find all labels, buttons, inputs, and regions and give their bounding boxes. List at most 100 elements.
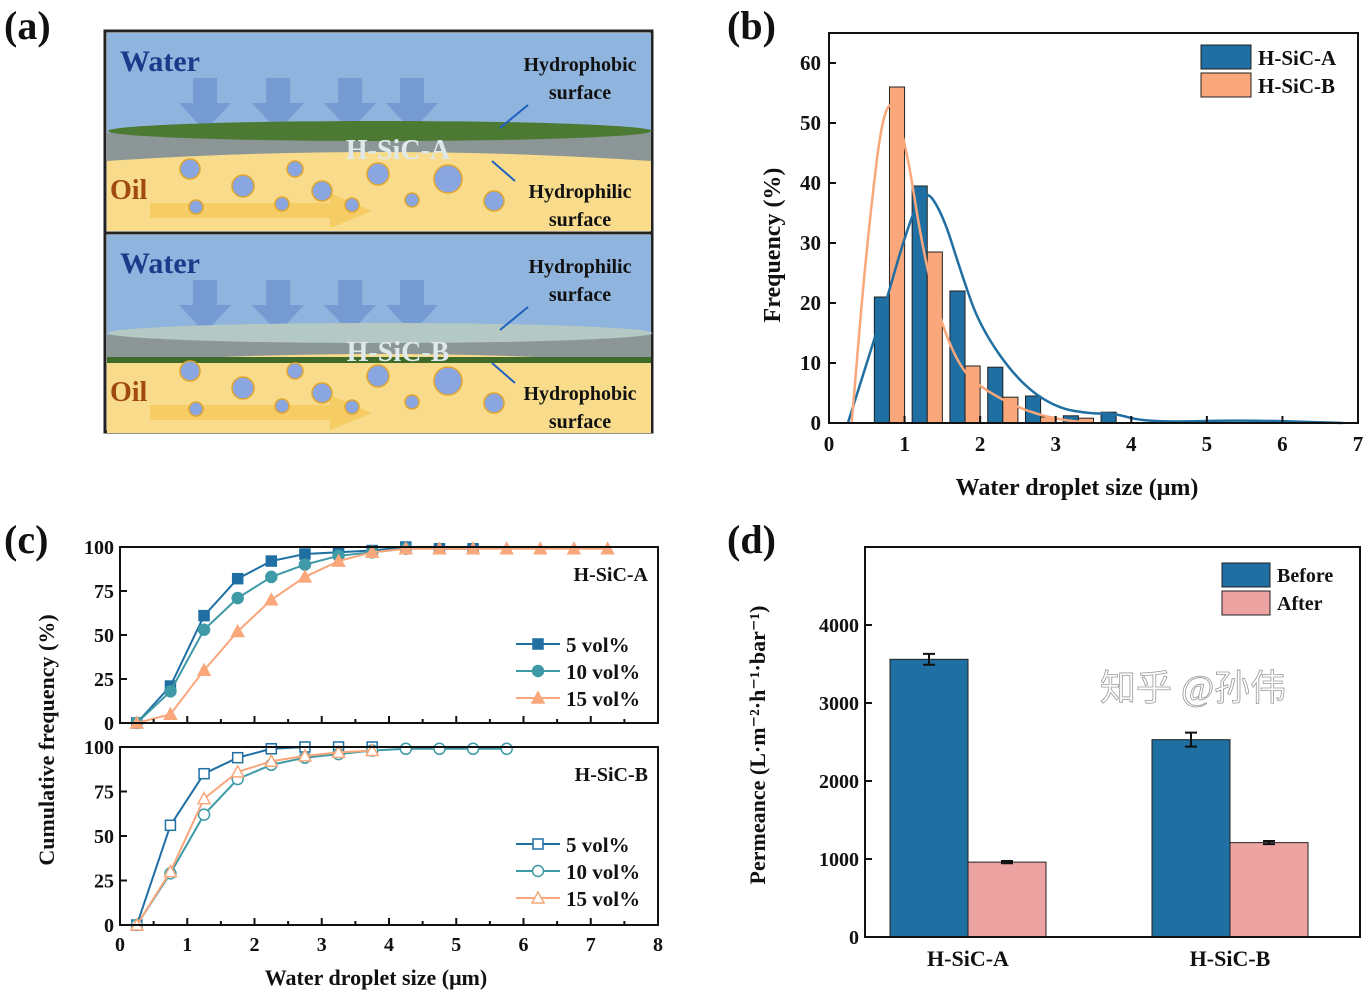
subplot-title: H-SiC-B bbox=[575, 764, 648, 786]
data-point bbox=[265, 555, 278, 567]
x-tick-label: 0 bbox=[115, 934, 125, 956]
legend-label: After bbox=[1277, 593, 1323, 615]
data-point bbox=[230, 623, 245, 638]
x-axis-label: Water droplet size (μm) bbox=[265, 965, 487, 990]
upper-surface-label-2: surface bbox=[549, 82, 611, 104]
legend-label: 10 vol% bbox=[566, 660, 640, 684]
y-tick-label: 75 bbox=[94, 782, 114, 804]
legend-marker bbox=[531, 864, 545, 878]
data-point bbox=[230, 764, 245, 778]
data-point bbox=[298, 558, 312, 571]
membrane-label: H-SiC-A bbox=[346, 135, 451, 166]
water-label: Water bbox=[120, 45, 200, 78]
panel-b-axes bbox=[828, 32, 1359, 424]
error-bar bbox=[923, 652, 935, 666]
down-arrow-icon bbox=[252, 78, 304, 131]
x-tick-label: 6 bbox=[519, 934, 529, 956]
data-point bbox=[197, 808, 211, 821]
data-point bbox=[533, 541, 548, 555]
data-point bbox=[196, 791, 212, 805]
pointer-arrow bbox=[499, 104, 529, 129]
y-tick-label: 0 bbox=[811, 411, 822, 435]
legend-label: 15 vol% bbox=[566, 887, 640, 911]
x-axis-label: Water droplet size (μm) bbox=[956, 475, 1199, 501]
data-point bbox=[299, 548, 311, 560]
x-tick-label: 1 bbox=[182, 934, 192, 956]
membrane-top-surface bbox=[108, 323, 652, 343]
data-point bbox=[163, 864, 178, 878]
down-arrow-icon bbox=[386, 78, 438, 131]
x-tick-label: 8 bbox=[653, 934, 663, 956]
data-point bbox=[163, 706, 178, 720]
y-tick-label: 40 bbox=[800, 171, 821, 195]
upper-surface-label: Hydrophilic bbox=[529, 256, 632, 278]
lower-surface-label-2: surface bbox=[549, 209, 611, 231]
data-point bbox=[432, 541, 447, 555]
oil-droplet bbox=[404, 192, 420, 208]
error-bar bbox=[1001, 859, 1013, 865]
pointer-arrow bbox=[491, 362, 516, 384]
data-point bbox=[499, 541, 514, 555]
x-tick-label: 2 bbox=[250, 934, 260, 956]
x-tick-label: 7 bbox=[1353, 432, 1364, 456]
y-tick-label: 0 bbox=[849, 927, 859, 949]
watermark: 知乎 @孙伟 bbox=[1100, 668, 1286, 708]
legend-label: Before bbox=[1277, 565, 1333, 587]
histogram-bar-H-SiC-A bbox=[911, 185, 928, 424]
x-tick-label: 6 bbox=[1277, 432, 1288, 456]
data-point bbox=[265, 570, 278, 584]
data-point bbox=[331, 744, 346, 759]
flow-arrow-icon bbox=[150, 193, 372, 228]
x-tick-label: 4 bbox=[1126, 432, 1137, 456]
data-point bbox=[600, 541, 615, 555]
upper-surface-label: Hydrophobic bbox=[524, 54, 637, 76]
fit-curve-H-SiC-B bbox=[850, 104, 1094, 425]
fit-curve-H-SiC-A bbox=[846, 193, 1343, 425]
oil-droplet bbox=[286, 160, 304, 178]
y-tick-label: 100 bbox=[84, 737, 114, 759]
data-point bbox=[164, 685, 177, 698]
oil-droplet bbox=[188, 401, 204, 417]
y-tick-label: 75 bbox=[94, 581, 114, 603]
down-arrow-icon bbox=[324, 78, 376, 131]
data-point bbox=[331, 553, 346, 567]
y-axis-label: Permeance (L·m⁻²·h⁻¹·bar⁻¹) bbox=[745, 606, 770, 885]
y-tick-label: 25 bbox=[94, 871, 114, 893]
oil-droplet bbox=[179, 360, 201, 382]
legend-label: H-SiC-B bbox=[1258, 74, 1335, 98]
water-label: Water bbox=[120, 247, 200, 280]
data-point bbox=[500, 742, 513, 756]
down-arrow-icon bbox=[252, 280, 304, 333]
data-point bbox=[231, 751, 244, 764]
oil-droplet bbox=[366, 162, 390, 186]
error-bar bbox=[1263, 840, 1275, 846]
panel-d-label: (d) bbox=[727, 517, 776, 562]
x-tick-label: 1 bbox=[899, 432, 910, 456]
x-tick-label: 0 bbox=[824, 432, 835, 456]
series-line bbox=[135, 747, 507, 926]
oil-droplet bbox=[286, 362, 304, 380]
oil-droplet bbox=[433, 366, 463, 396]
y-tick-label: 50 bbox=[800, 111, 821, 135]
y-tick-label: 4000 bbox=[819, 615, 859, 637]
series-H-SiC-B-5 vol% bbox=[131, 741, 378, 931]
membrane-top-surface bbox=[108, 121, 652, 141]
data-point bbox=[364, 544, 380, 559]
lower-surface-label: Hydrophobic bbox=[524, 383, 637, 405]
bar-H-SiC-B-After bbox=[1229, 842, 1309, 938]
oil-droplet bbox=[433, 164, 463, 194]
legend-label: 10 vol% bbox=[566, 860, 640, 884]
panel-b-label: (b) bbox=[727, 3, 776, 48]
oil-droplet bbox=[179, 158, 201, 180]
y-axis-label: Frequency (%) bbox=[760, 168, 786, 323]
membrane-label: H-SiC-B bbox=[347, 337, 450, 368]
schematic-bottom: H-SiC-B Water Oil Hydrophilic surface Hydroph… bbox=[107, 235, 652, 433]
x-tick-label: 5 bbox=[1202, 432, 1213, 456]
y-tick-label: 20 bbox=[800, 291, 821, 315]
y-tick-label: 0 bbox=[104, 915, 114, 937]
series-H-SiC-B-10 vol% bbox=[130, 742, 513, 932]
series-H-SiC-A-10 vol% bbox=[130, 542, 413, 730]
panel-d-axes bbox=[864, 546, 1361, 938]
y-tick-label: 100 bbox=[84, 537, 114, 559]
